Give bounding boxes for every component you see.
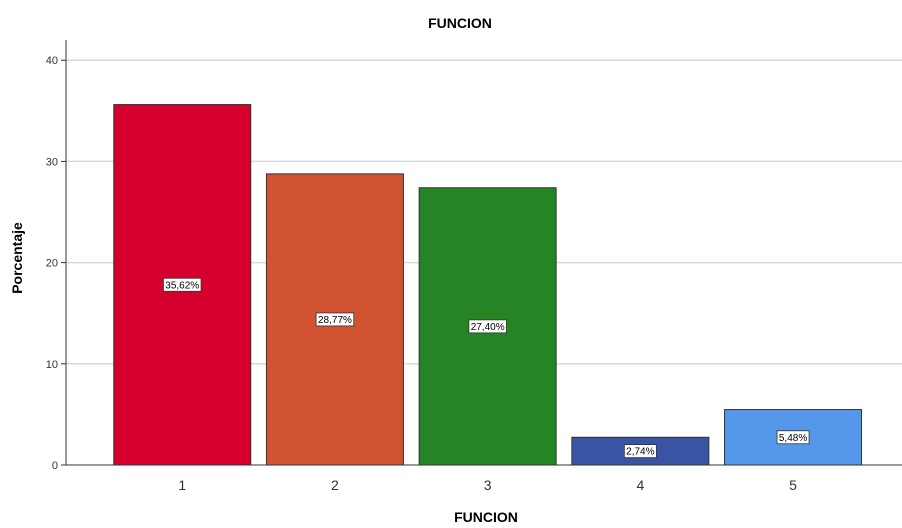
y-axis-label: Porcentaje (9, 222, 25, 294)
bar-1 (113, 104, 252, 466)
data-label: 2,74% (626, 447, 654, 458)
data-label: 5,48% (779, 433, 807, 444)
x-tick-label: 1 (178, 477, 186, 493)
y-tick-label: 30 (46, 156, 58, 168)
data-label: 28,77% (318, 315, 352, 326)
y-tick-label: 40 (46, 55, 58, 67)
data-label: 27,40% (471, 322, 505, 333)
y-axis-ticks: 0 10 20 30 40 (46, 55, 66, 472)
x-axis-label: FUNCION (454, 509, 518, 525)
x-tick-label: 3 (484, 477, 492, 493)
x-tick-label: 4 (636, 477, 644, 493)
data-labels: 35,62% 28,77% 27,40% 2,74% 5,48% (163, 277, 810, 459)
x-axis-ticks: 1 2 3 4 5 (178, 477, 797, 493)
x-tick-label: 5 (789, 477, 797, 493)
data-label-box (468, 319, 507, 334)
data-label: 35,62% (165, 280, 199, 291)
axes (65, 40, 902, 466)
y-tick-label: 10 (46, 359, 58, 371)
data-label-box (776, 430, 810, 445)
y-tick-label: 0 (52, 460, 58, 472)
y-tick-label: 20 (46, 258, 58, 270)
data-label-box (163, 277, 202, 292)
data-label-box (623, 444, 657, 459)
data-label-box (315, 312, 355, 327)
x-tick-label: 2 (331, 477, 339, 493)
bars (113, 104, 863, 466)
chart-title: FUNCION (428, 15, 492, 31)
